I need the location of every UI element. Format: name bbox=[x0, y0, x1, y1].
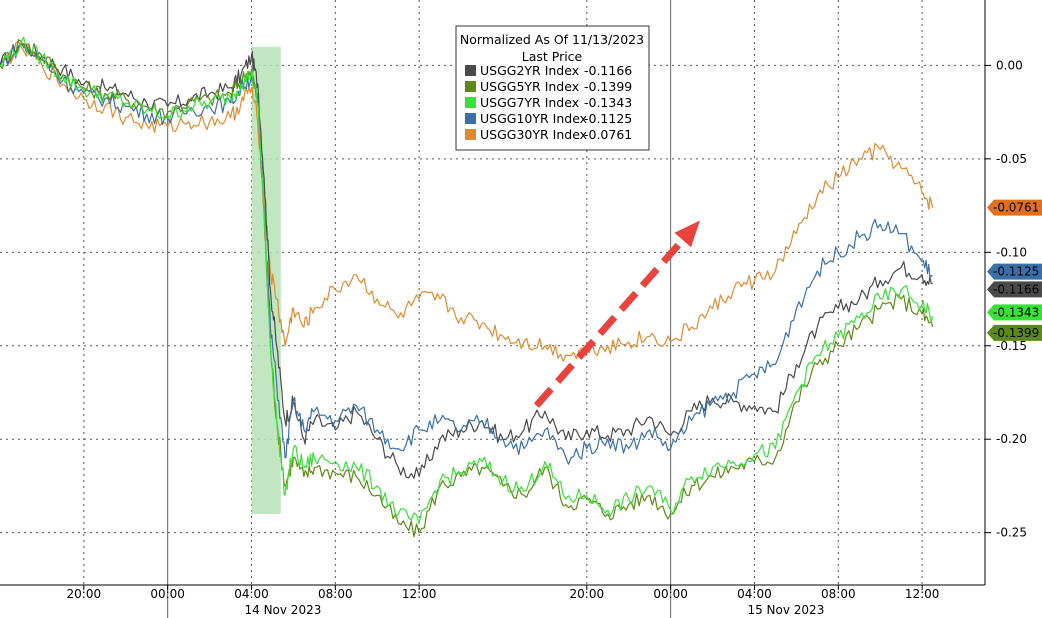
x-tick-label: 08:00 bbox=[318, 587, 353, 601]
legend-swatch bbox=[465, 113, 476, 124]
legend-title: Normalized As Of 11/13/2023 bbox=[460, 32, 644, 47]
series-layer bbox=[0, 36, 934, 538]
y-tick-label: -0.05 bbox=[996, 152, 1027, 166]
last-value-tag bbox=[987, 324, 1042, 341]
annotation-arrow-layer bbox=[533, 220, 700, 408]
legend-entry-label: USGG5YR Index bbox=[480, 79, 579, 94]
x-tick-label: 04:00 bbox=[234, 587, 269, 601]
date-label: 14 Nov 2023 bbox=[244, 603, 321, 617]
legend-entry-label: USGG7YR Index bbox=[480, 95, 579, 110]
highlight-band bbox=[251, 46, 281, 514]
legend-swatch bbox=[465, 65, 476, 76]
x-tick-label: 04:00 bbox=[737, 587, 772, 601]
x-tick-label: 08:00 bbox=[821, 587, 856, 601]
x-tick-label: 20:00 bbox=[67, 587, 102, 601]
series-line-usgg5yr bbox=[0, 39, 934, 538]
legend-subtitle: Last Price bbox=[522, 49, 583, 64]
x-tick-label: 00:00 bbox=[653, 587, 688, 601]
last-value-tag-label: -0.0761 bbox=[993, 201, 1039, 215]
highlight-band-layer bbox=[251, 46, 281, 514]
legend-entry-value: -0.1343 bbox=[584, 95, 632, 110]
last-value-tag-label: -0.1166 bbox=[993, 282, 1039, 296]
last-value-tag-label: -0.1125 bbox=[993, 265, 1039, 279]
last-value-tag-label: -0.1343 bbox=[993, 305, 1039, 319]
legend-entry-label: USGG30YR Index bbox=[480, 127, 587, 142]
last-value-tag bbox=[987, 199, 1042, 216]
legend-entry-value: -0.1399 bbox=[584, 79, 632, 94]
series-line-usgg2yr bbox=[0, 42, 933, 479]
x-tick-label: 00:00 bbox=[150, 587, 185, 601]
last-value-tag bbox=[987, 304, 1042, 321]
y-tick-label: -0.25 bbox=[996, 526, 1027, 540]
legend-swatch bbox=[465, 129, 476, 140]
y-tick-label: -0.10 bbox=[996, 245, 1027, 259]
last-value-tag bbox=[987, 281, 1042, 298]
legend-entry-value: -0.0761 bbox=[584, 127, 632, 142]
legend-entry-label: USGG10YR Index bbox=[480, 111, 587, 126]
last-value-tag-label: -0.1399 bbox=[993, 326, 1039, 340]
y-tick-label: -0.20 bbox=[996, 432, 1027, 446]
legend-entry-value: -0.1166 bbox=[584, 63, 632, 78]
legend-swatch bbox=[465, 81, 476, 92]
last-value-tag bbox=[987, 263, 1042, 280]
legend-entry-value: -0.1125 bbox=[584, 111, 632, 126]
series-line-usgg7yr bbox=[0, 36, 934, 524]
y-tick-label: -0.15 bbox=[996, 339, 1027, 353]
series-line-usgg30yr bbox=[0, 40, 934, 362]
legend-box bbox=[455, 25, 650, 151]
annotation-arrow-head bbox=[674, 220, 700, 248]
legend: Normalized As Of 11/13/2023 Last Price U… bbox=[455, 25, 650, 151]
date-label: 15 Nov 2023 bbox=[747, 603, 824, 617]
x-tick-label: 20:00 bbox=[570, 587, 605, 601]
legend-entries: USGG2YR Index -0.1166 USGG5YR Index -0.1399… bbox=[465, 63, 632, 142]
last-value-tags: -0.0761 -0.1125 -0.1166 -0.1343 -0.1399 bbox=[987, 199, 1042, 341]
legend-entry-label: USGG2YR Index bbox=[480, 63, 579, 78]
x-tick-label: 12:00 bbox=[905, 587, 940, 601]
series-line-usgg10yr bbox=[0, 43, 933, 465]
legend-swatch bbox=[465, 97, 476, 108]
x-tick-label: 12:00 bbox=[402, 587, 437, 601]
annotation-arrow-shaft bbox=[533, 237, 686, 408]
y-tick-label: 0.00 bbox=[996, 58, 1023, 72]
